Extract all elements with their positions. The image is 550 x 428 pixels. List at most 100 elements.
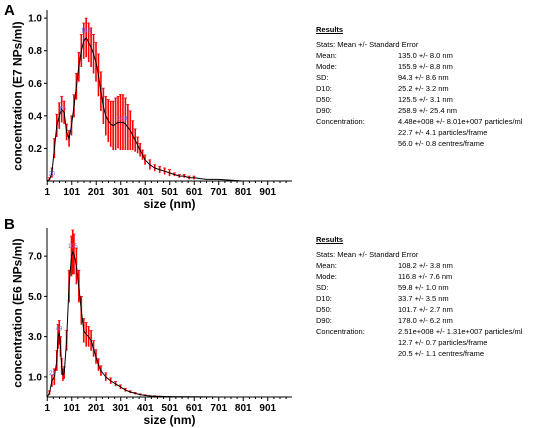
peak-label: 308 (117, 116, 128, 122)
x-tick-label: 801 (235, 187, 252, 198)
panel-letter: B (4, 216, 15, 233)
size-distribution-chart: 0.2 0.4 0.6 0.8 1.0 1 101 201 301 401 501 601 701 801… (28, 10, 292, 198)
result-label: D10: (316, 84, 332, 93)
y-tick-label: 1.0 (28, 14, 42, 25)
result-row: Concentration: 2.51e+008 +/- 1.31e+007 pa… (316, 326, 522, 337)
results-panel: Results Stats: Mean +/- Standard Error M… (316, 234, 522, 359)
x-tick-label: 1 (44, 403, 50, 414)
y-axis-label: concentration (E7 NPs/ml) (10, 20, 25, 171)
result-label: D10: (316, 294, 332, 303)
result-label: Mean: (316, 261, 337, 270)
result-row: D50: 125.5 +/- 3.1 nm (316, 94, 522, 105)
x-tick-label: 1 (44, 187, 50, 198)
x-tick-label: 401 (137, 187, 154, 198)
x-tick-label: 601 (186, 403, 203, 414)
y-tick-label: 5.0 (28, 292, 42, 303)
results-panel: Results Stats: Mean +/- Standard Error M… (316, 24, 522, 149)
panel-a: A 0.2 0.4 0.6 0.8 1.0 1 101 201 301 401 501 601 701 8… (4, 2, 522, 211)
results-title: Results (316, 25, 344, 34)
peak-label: 105 (68, 244, 79, 250)
result-value: 116.8 +/- 7.6 nm (398, 272, 453, 281)
y-tick-label: 3.0 (28, 332, 42, 343)
result-value: 125.5 +/- 3.1 nm (398, 95, 453, 104)
result-value: 135.0 +/- 8.0 nm (398, 51, 453, 60)
x-tick-label: 301 (112, 187, 129, 198)
y-tick-label: 0.8 (28, 46, 42, 57)
result-value: 155.9 +/- 8.8 nm (398, 62, 453, 71)
peak-label: 20 (49, 172, 56, 178)
x-tick-label: 201 (88, 187, 105, 198)
result-label: Concentration: (316, 327, 365, 336)
y-tick-label: 0.4 (28, 111, 42, 122)
result-row: Mean: 135.0 +/- 8.0 nm (316, 50, 522, 61)
y-axis-label: concentration (E6 NPs/ml) (10, 237, 25, 388)
x-tick-label: 701 (210, 403, 227, 414)
peak-label: 158 (81, 28, 92, 34)
x-tick-label: 501 (161, 187, 178, 198)
result-row: SD: 94.3 +/- 8.6 nm (316, 72, 522, 83)
x-tick-label: 101 (63, 187, 80, 198)
y-tick-label: 7.0 (28, 252, 42, 263)
x-tick-label: 901 (259, 187, 276, 198)
x-tick-label: 801 (235, 403, 252, 414)
result-value: 25.2 +/- 3.2 nm (398, 84, 449, 93)
result-label: D90: (316, 106, 332, 115)
results-title: Results (316, 235, 344, 244)
panel-letter: A (4, 2, 15, 19)
result-row: Mode: 116.8 +/- 7.6 nm (316, 271, 522, 282)
stats-label: Stats: Mean +/- Standard Error (316, 250, 419, 259)
result-row: Mode: 155.9 +/- 8.8 nm (316, 61, 522, 72)
x-tick-label: 601 (186, 187, 203, 198)
peak-label: 65 (60, 107, 67, 113)
result-label: Mode: (316, 272, 337, 281)
result-value: 2.51e+008 +/- 1.31e+007 particles/ml (398, 327, 523, 336)
panel-b: B 1.0 3.0 5.0 7.0 1 101 201 301 401 501 601 701 801 9… (0, 214, 550, 428)
result-continuation: 20.5 +/- 1.1 centres/frame (398, 349, 485, 358)
x-axis-label: size (nm) (143, 413, 196, 427)
result-continuation: 22.7 +/- 4.1 particles/frame (398, 128, 488, 137)
x-tick-label: 201 (88, 403, 105, 414)
y-tick-label: 0.2 (28, 144, 42, 155)
y-tick-label: 1.0 (28, 372, 42, 383)
result-value: 258.9 +/- 25.4 nm (398, 106, 457, 115)
result-value: 4.48e+008 +/- 8.01e+007 particles/ml (398, 117, 523, 126)
result-value: 178.0 +/- 6.2 nm (398, 316, 453, 325)
size-distribution-chart: 1.0 3.0 5.0 7.0 1 101 201 301 401 501 601 701 801 901… (28, 228, 292, 414)
data-line (46, 250, 290, 398)
result-row: Mean: 108.2 +/- 3.8 nm (316, 260, 522, 271)
result-label: D90: (316, 316, 332, 325)
result-label: D50: (316, 305, 332, 314)
result-continuation: 12.7 +/- 0.7 particles/frame (398, 338, 488, 347)
result-label: Concentration: (316, 117, 365, 126)
x-tick-label: 901 (259, 403, 276, 414)
result-row: SD: 59.8 +/- 1.0 nm (316, 282, 522, 293)
x-tick-label: 301 (112, 403, 129, 414)
result-label: SD: (316, 283, 329, 292)
result-row: D10: 33.7 +/- 3.5 nm (316, 293, 522, 304)
result-value: 101.7 +/- 2.7 nm (398, 305, 453, 314)
result-row: Concentration: 4.48e+008 +/- 8.01e+007 pa… (316, 116, 522, 127)
peak-label: 22 (49, 371, 56, 377)
x-tick-label: 401 (137, 403, 154, 414)
peak-label: 49 (56, 327, 63, 333)
result-value: 108.2 +/- 3.8 nm (398, 261, 453, 270)
result-row: D90: 258.9 +/- 25.4 nm (316, 105, 522, 116)
result-value: 94.3 +/- 8.6 nm (398, 73, 449, 82)
result-row: D10: 25.2 +/- 3.2 nm (316, 83, 522, 94)
x-tick-label: 101 (63, 403, 80, 414)
x-axis-label: size (nm) (143, 197, 196, 211)
x-tick-label: 701 (210, 187, 227, 198)
result-value: 59.8 +/- 1.0 nm (398, 283, 449, 292)
data-line (46, 36, 290, 182)
result-label: Mode: (316, 62, 337, 71)
result-row: D90: 178.0 +/- 6.2 nm (316, 315, 522, 326)
y-tick-label: 0.6 (28, 79, 42, 90)
result-row: D50: 101.7 +/- 2.7 nm (316, 304, 522, 315)
result-continuation: 56.0 +/- 0.8 centres/frame (398, 139, 485, 148)
result-label: Mean: (316, 51, 337, 60)
x-tick-label: 501 (161, 403, 178, 414)
result-label: SD: (316, 73, 329, 82)
stats-label: Stats: Mean +/- Standard Error (316, 40, 419, 49)
result-label: D50: (316, 95, 332, 104)
result-value: 33.7 +/- 3.5 nm (398, 294, 449, 303)
